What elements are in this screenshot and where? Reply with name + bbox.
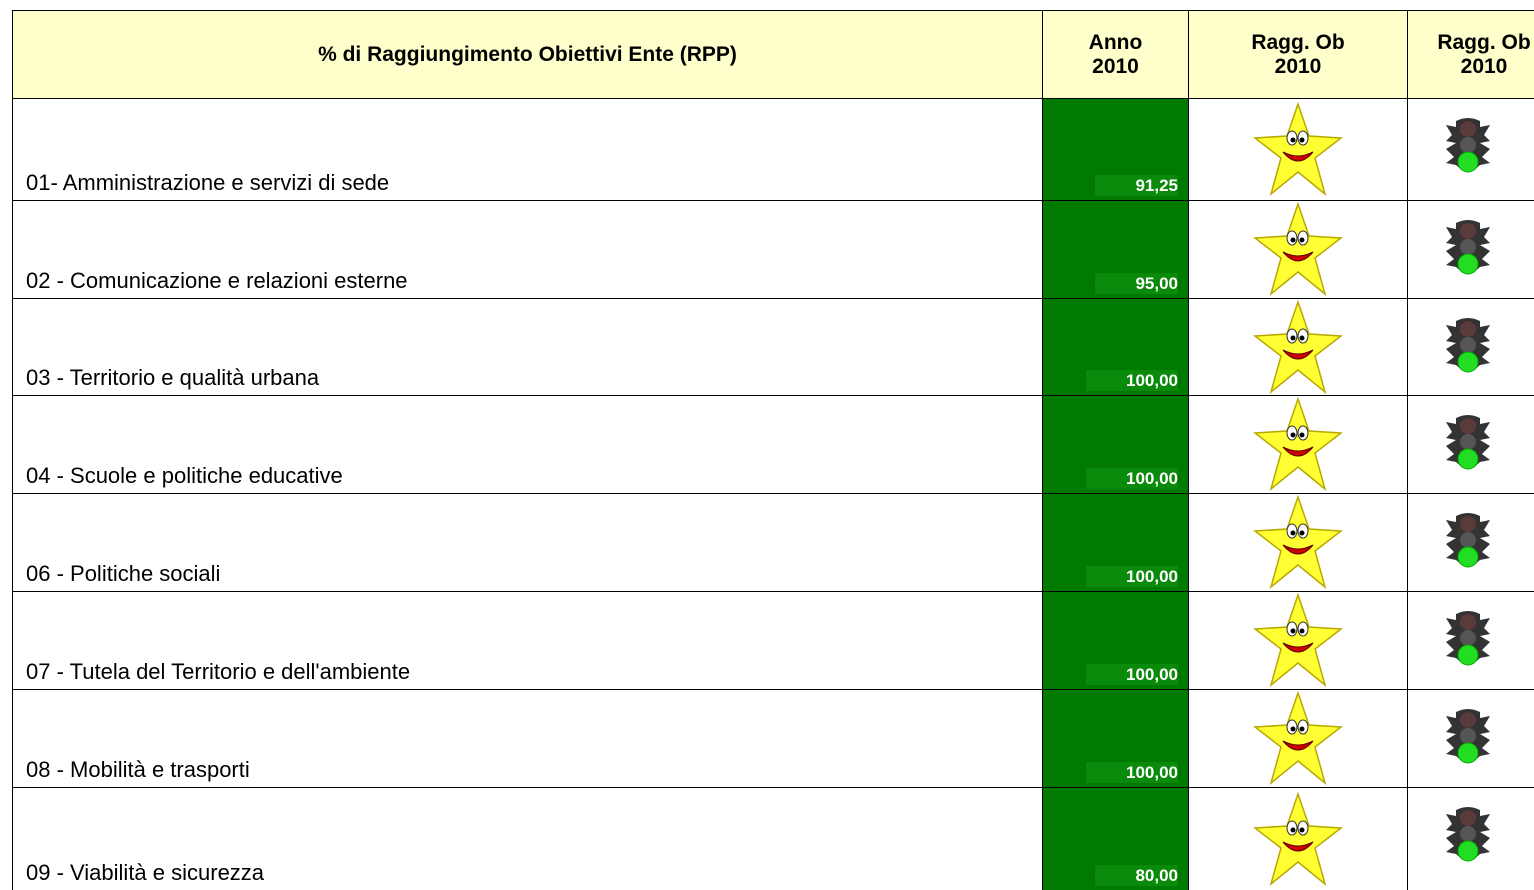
header-line: 2010	[1460, 54, 1508, 78]
light-cell	[1407, 591, 1534, 690]
value-cell: 100,00	[1042, 591, 1189, 690]
traffic-light-icon	[1446, 709, 1490, 764]
star-icon	[1253, 495, 1343, 590]
star-icon	[1253, 691, 1343, 786]
header-cell: Ragg. Ob 2010	[1407, 10, 1534, 99]
header-line: Anno	[1088, 30, 1143, 54]
row-value: 91,25	[1095, 175, 1178, 196]
header-cell: Anno 2010	[1042, 10, 1189, 99]
light-cell	[1407, 787, 1534, 890]
traffic-light-icon	[1446, 220, 1490, 275]
row-value: 80,00	[1095, 865, 1178, 886]
star-icon	[1253, 593, 1343, 688]
star-icon	[1253, 299, 1343, 394]
header-line: Ragg. Ob	[1437, 30, 1531, 54]
star-cell	[1188, 591, 1408, 690]
light-cell	[1407, 689, 1534, 788]
star-icon	[1253, 202, 1343, 297]
traffic-light-icon	[1446, 318, 1490, 373]
row-value: 100,00	[1086, 468, 1178, 489]
row-value: 95,00	[1095, 273, 1178, 294]
value-cell: 91,25	[1042, 98, 1189, 201]
row-value: 100,00	[1086, 664, 1178, 685]
star-icon	[1253, 397, 1343, 492]
value-cell: 80,00	[1042, 787, 1189, 890]
value-cell: 100,00	[1042, 493, 1189, 592]
row-label: 08 - Mobilità e trasporti	[26, 757, 250, 782]
star-icon	[1253, 102, 1343, 197]
row-value: 100,00	[1086, 370, 1178, 391]
row-label-cell: 01- Amministrazione e servizi di sede	[12, 98, 1043, 201]
light-cell	[1407, 98, 1534, 201]
row-label-cell: 09 - Viabilità e sicurezza	[12, 787, 1043, 890]
header-line: 2010	[1092, 54, 1139, 78]
row-label-cell: 03 - Territorio e qualità urbana	[12, 298, 1043, 396]
value-cell: 100,00	[1042, 689, 1189, 788]
star-cell	[1188, 787, 1408, 890]
value-cell: 95,00	[1042, 200, 1189, 299]
light-cell	[1407, 395, 1534, 494]
traffic-light-icon	[1446, 415, 1490, 470]
row-value: 100,00	[1086, 762, 1178, 783]
row-label-cell: 07 - Tutela del Territorio e dell'ambien…	[12, 591, 1043, 690]
row-label: 01- Amministrazione e servizi di sede	[26, 170, 390, 195]
star-cell	[1188, 98, 1408, 201]
header-cell: Ragg. Ob 2010	[1188, 10, 1408, 99]
star-cell	[1188, 200, 1408, 299]
star-cell	[1188, 395, 1408, 494]
row-label: 02 - Comunicazione e relazioni esterne	[26, 268, 408, 293]
row-label: 07 - Tutela del Territorio e dell'ambien…	[26, 659, 411, 684]
traffic-light-icon	[1446, 513, 1490, 568]
header-line: Ragg. Ob	[1251, 30, 1345, 54]
header-cell: % di Raggiungimento Obiettivi Ente (RPP)	[12, 10, 1043, 99]
row-value: 100,00	[1086, 566, 1178, 587]
row-label-cell: 04 - Scuole e politiche educative	[12, 395, 1043, 494]
traffic-light-icon	[1446, 118, 1490, 173]
row-label-cell: 06 - Politiche sociali	[12, 493, 1043, 592]
light-cell	[1407, 493, 1534, 592]
row-label: 04 - Scuole e politiche educative	[26, 463, 343, 488]
header-title: % di Raggiungimento Obiettivi Ente (RPP)	[318, 42, 737, 66]
header-line: 2010	[1274, 54, 1322, 78]
row-label: 03 - Territorio e qualità urbana	[26, 365, 320, 390]
row-label: 06 - Politiche sociali	[26, 561, 221, 586]
row-label: 09 - Viabilità e sicurezza	[26, 860, 265, 885]
light-cell	[1407, 200, 1534, 299]
star-cell	[1188, 689, 1408, 788]
star-cell	[1188, 493, 1408, 592]
row-label-cell: 08 - Mobilità e trasporti	[12, 689, 1043, 788]
value-cell: 100,00	[1042, 395, 1189, 494]
light-cell	[1407, 298, 1534, 396]
star-icon	[1253, 791, 1343, 886]
traffic-light-icon	[1446, 807, 1490, 862]
star-cell	[1188, 298, 1408, 396]
row-label-cell: 02 - Comunicazione e relazioni esterne	[12, 200, 1043, 299]
traffic-light-icon	[1446, 611, 1490, 666]
value-cell: 100,00	[1042, 298, 1189, 396]
